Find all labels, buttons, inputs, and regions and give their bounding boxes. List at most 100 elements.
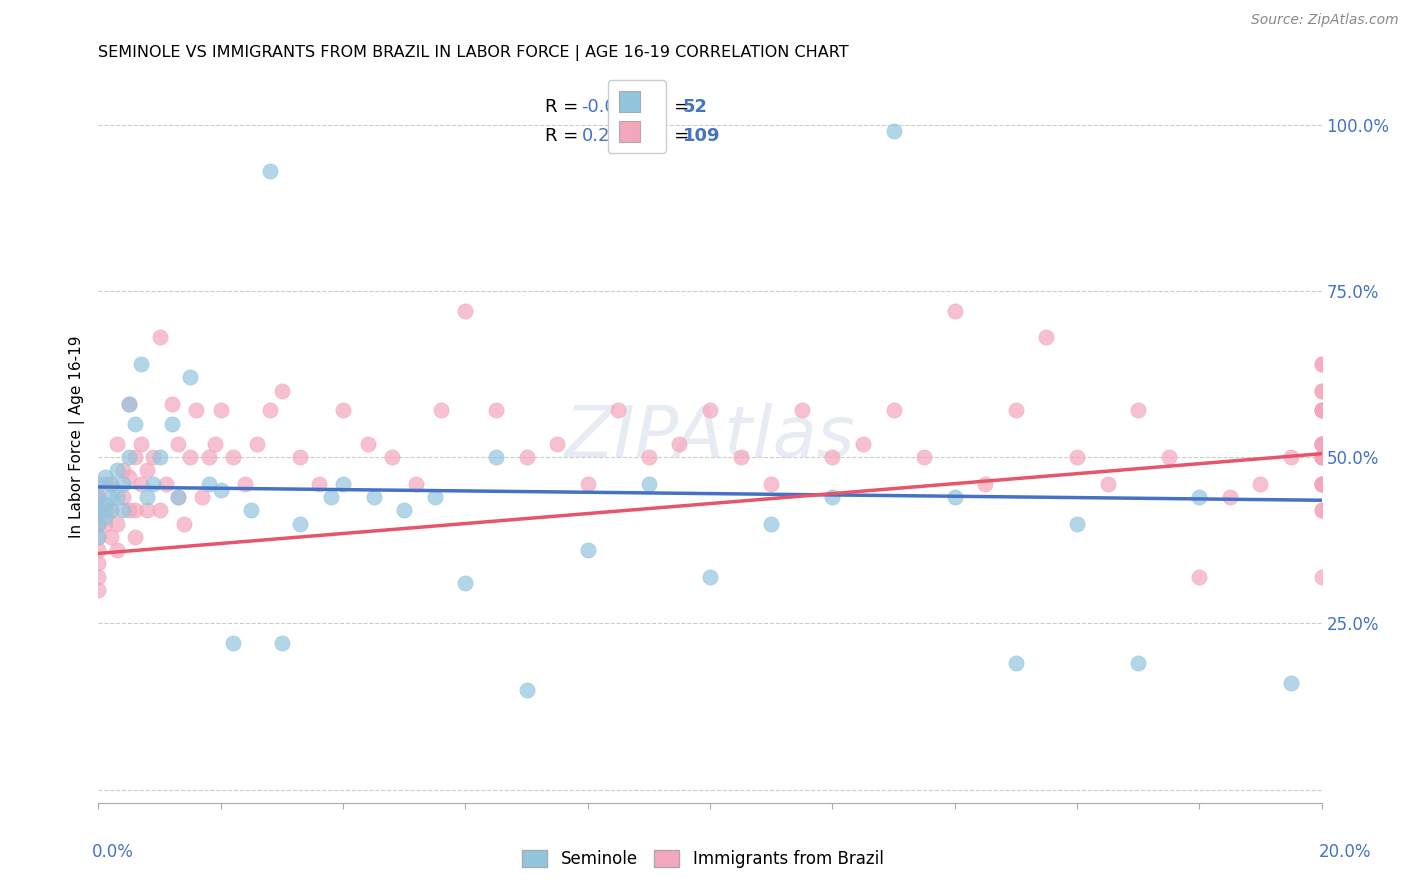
Point [87, 490, 110, 504]
Point [332, 476, 354, 491]
Point [179, 450, 201, 464]
Point [160, 417, 183, 431]
Point [179, 370, 201, 384]
Point [1310, 357, 1333, 371]
Text: N =: N = [655, 127, 695, 145]
Text: SEMINOLE VS IMMIGRANTS FROM BRAZIL IN LABOR FORCE | AGE 16-19 CORRELATION CHART: SEMINOLE VS IMMIGRANTS FROM BRAZIL IN LA… [98, 45, 849, 62]
Point [100, 503, 122, 517]
Point [430, 403, 453, 417]
Point [222, 636, 245, 650]
Point [423, 490, 446, 504]
Point [730, 450, 752, 464]
Point [852, 436, 875, 450]
Point [173, 516, 195, 531]
Point [1310, 450, 1333, 464]
Point [1310, 436, 1333, 450]
Point [136, 463, 159, 477]
Point [759, 476, 782, 491]
Text: -0.022: -0.022 [582, 97, 640, 116]
Point [129, 476, 152, 491]
Point [136, 490, 159, 504]
Point [1219, 490, 1241, 504]
Point [943, 303, 966, 318]
Point [197, 450, 219, 464]
Point [1310, 436, 1333, 450]
Point [100, 503, 122, 517]
Point [124, 530, 146, 544]
Point [974, 476, 997, 491]
Point [1310, 503, 1333, 517]
Point [111, 476, 134, 491]
Point [1310, 476, 1333, 491]
Point [637, 450, 661, 464]
Point [699, 570, 721, 584]
Point [87, 543, 110, 558]
Point [100, 476, 122, 491]
Point [1249, 476, 1271, 491]
Point [87, 503, 110, 517]
Point [124, 450, 146, 464]
Point [87, 503, 110, 517]
Point [1310, 403, 1333, 417]
Text: 52: 52 [683, 97, 709, 116]
Point [1188, 570, 1211, 584]
Point [1128, 656, 1150, 670]
Point [149, 330, 172, 344]
Point [105, 543, 128, 558]
Point [233, 476, 256, 491]
Point [1310, 436, 1333, 450]
Point [167, 436, 190, 450]
Legend: , : , [607, 80, 665, 153]
Point [105, 463, 128, 477]
Point [699, 403, 721, 417]
Point [186, 403, 208, 417]
Point [270, 636, 292, 650]
Point [1310, 476, 1333, 491]
Point [1310, 450, 1333, 464]
Point [124, 417, 146, 431]
Point [87, 516, 110, 531]
Point [155, 476, 177, 491]
Point [1004, 656, 1026, 670]
Point [197, 476, 219, 491]
Point [1035, 330, 1057, 344]
Point [1310, 476, 1333, 491]
Point [105, 436, 128, 450]
Point [111, 503, 134, 517]
Point [381, 450, 404, 464]
Point [363, 490, 385, 504]
Point [87, 503, 110, 517]
Point [516, 682, 538, 697]
Point [1310, 436, 1333, 450]
Point [1310, 403, 1333, 417]
Point [167, 490, 190, 504]
Point [1066, 516, 1088, 531]
Point [209, 483, 232, 498]
Point [576, 543, 599, 558]
Point [1066, 450, 1088, 464]
Point [1310, 450, 1333, 464]
Point [1188, 490, 1211, 504]
Point [87, 557, 110, 571]
Point [87, 490, 110, 504]
Point [356, 436, 378, 450]
Point [546, 436, 568, 450]
Point [100, 490, 122, 504]
Text: 109: 109 [683, 127, 721, 145]
Point [118, 397, 141, 411]
Point [142, 476, 165, 491]
Legend: Seminole, Immigrants from Brazil: Seminole, Immigrants from Brazil [516, 843, 890, 875]
Point [87, 582, 110, 597]
Point [454, 303, 477, 318]
Point [1310, 403, 1333, 417]
Point [118, 450, 141, 464]
Point [1279, 450, 1302, 464]
Text: ZIPAtlas: ZIPAtlas [565, 402, 855, 472]
Point [790, 403, 813, 417]
Point [259, 403, 281, 417]
Point [209, 403, 232, 417]
Point [129, 357, 152, 371]
Point [290, 516, 312, 531]
Point [87, 570, 110, 584]
Point [1279, 676, 1302, 690]
